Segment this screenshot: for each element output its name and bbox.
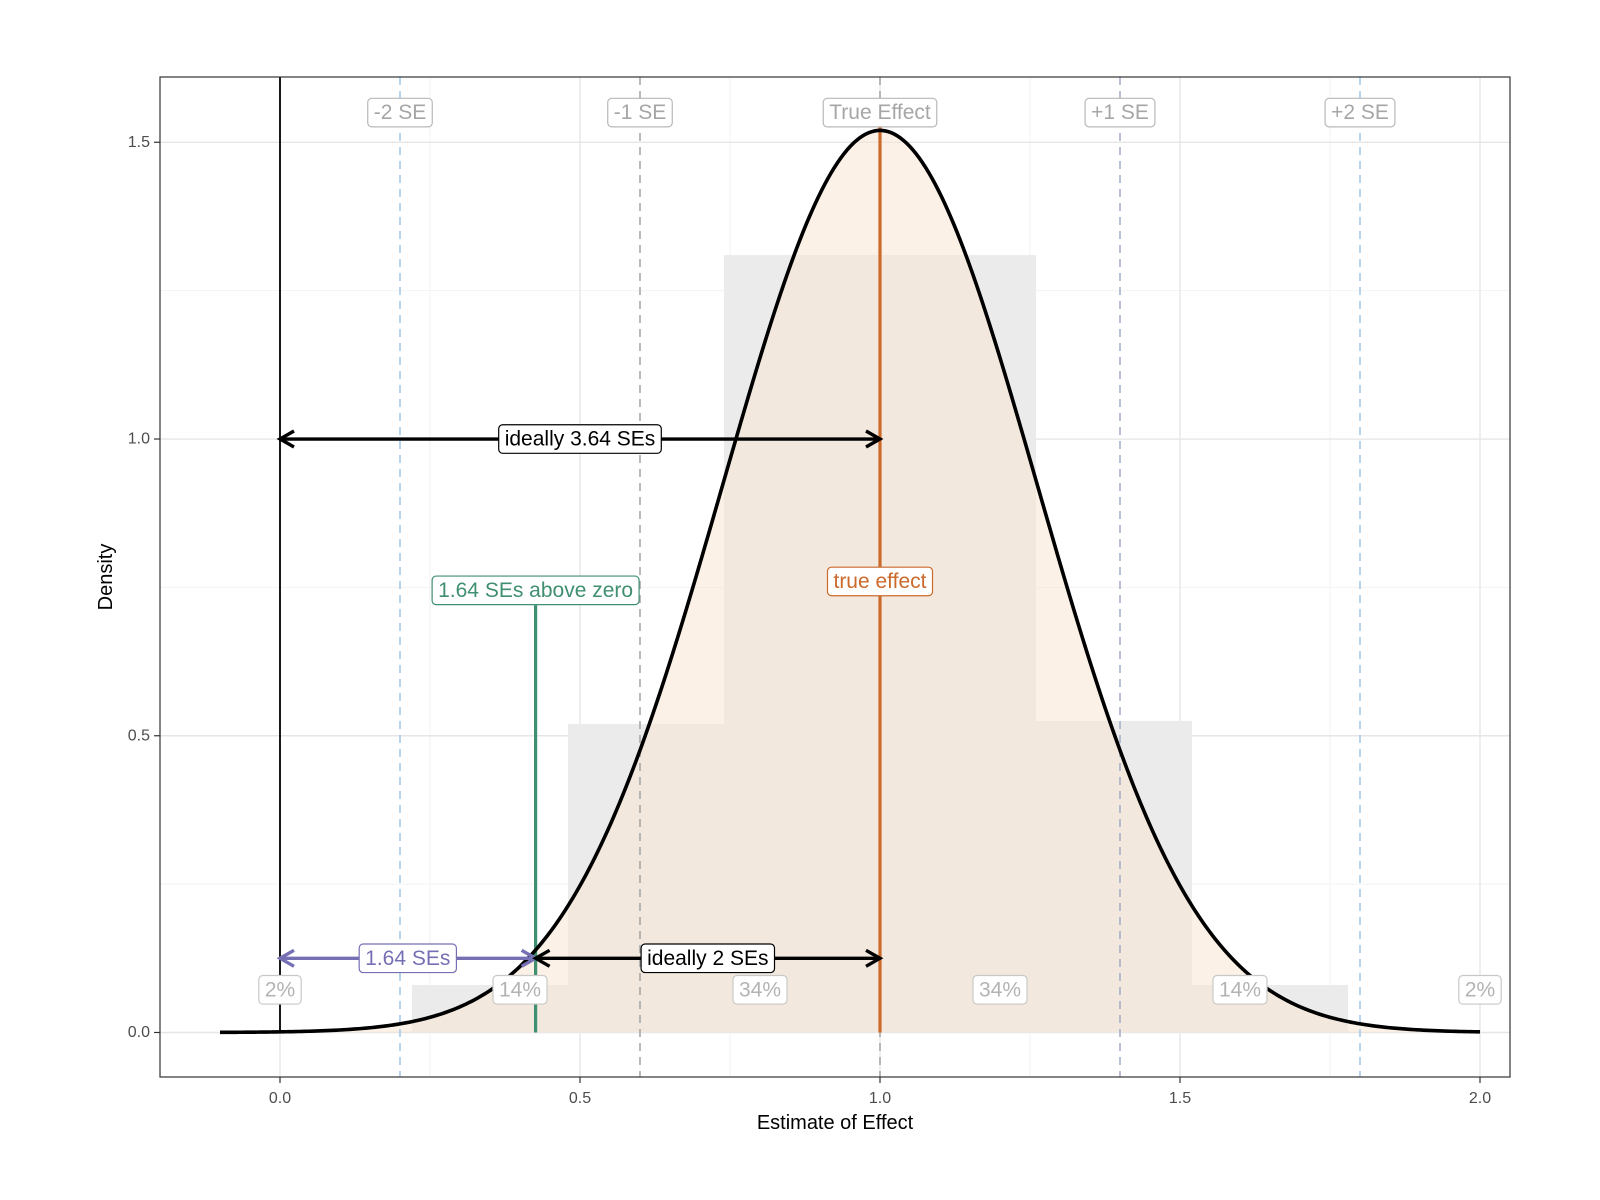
percent-label-box [1212,974,1268,1005]
percent-label-text: 2% [1465,978,1495,1001]
arrow-label-text: ideally 2 SEs [647,947,768,970]
arrow-label: ideally 3.64 SEs [498,424,662,454]
se-label: +1 SE [1084,97,1156,128]
arrow-label: 1.64 SEs [358,943,458,974]
percent-label-box [732,974,788,1005]
arrow-head [276,948,295,968]
se-label-box [607,97,673,128]
arrow-label: ideally 2 SEs [640,943,776,974]
true-effect-label-box [826,566,934,597]
axis-layer: 0.0 0.5 1.0 1.5 2.0 0.0 0.5 1.0 1.5 [128,134,1491,1107]
percent-label-box [972,974,1028,1005]
se-label-box [822,97,938,128]
percent-label-text: 14% [1219,978,1261,1001]
se-label-box [1084,97,1156,128]
x-tick-label: 0.5 [569,1090,591,1107]
arrow-label-box [358,943,458,974]
y-tick-label: 1.0 [128,431,150,448]
arrow-head [865,429,884,449]
se-label: -1 SE [607,97,673,128]
percent-label-box [1458,974,1502,1005]
arrow-head [276,429,295,449]
se-label-box [1324,97,1396,128]
x-axis-title: Estimate of Effect [757,1112,914,1134]
arrow-head [865,948,884,968]
percent-label-text: 2% [265,978,295,1001]
y-tick-label: 1.5 [128,134,150,151]
x-tick-label: 0.0 [269,1090,291,1107]
percent-label-box [258,974,302,1005]
se-label-text: +1 SE [1091,101,1149,124]
percent-label: 2% [1458,974,1502,1005]
arrow-head [532,948,551,968]
significance-label-box [431,575,640,606]
se-label-text: -1 SE [614,101,667,124]
labels-layer: -2 SE -1 SE True Effect +1 SE +2 SE 2% 14% 34% 3… [258,97,1502,1005]
percent-label-text: 14% [499,978,541,1001]
percent-label-text: 34% [739,978,781,1001]
se-label: True Effect [822,97,938,128]
true-effect-label-text: true effect [833,570,926,593]
percent-label: 34% [732,974,788,1005]
percent-label: 14% [1212,974,1268,1005]
se-label-text: +2 SE [1331,101,1389,124]
panel-border [159,76,1511,1078]
percent-label-box [492,974,548,1005]
y-tick-label: 0.5 [128,727,150,744]
arrow-label-text: ideally 3.64 SEs [505,428,656,451]
x-tick-label: 1.5 [1169,1090,1191,1107]
y-axis-title: Density [95,544,117,611]
y-tick-label: 0.0 [128,1024,150,1041]
se-label: -2 SE [367,97,433,128]
percent-label-text: 34% [979,978,1021,1001]
density-curve-layer [219,128,1481,1035]
arrow-label-box [640,943,776,974]
se-label-text: True Effect [829,101,931,124]
significance-label-text: 1.64 SEs above zero [438,579,633,602]
percent-label: 14% [492,974,548,1005]
x-tick-label: 2.0 [1469,1090,1491,1107]
arrow-label-box [498,424,662,454]
true-effect-label: true effect [826,566,934,597]
x-tick-label: 1.0 [869,1090,891,1107]
percent-label: 34% [972,974,1028,1005]
se-label-text: -2 SE [374,101,427,124]
se-label: +2 SE [1324,97,1396,128]
percent-label: 2% [258,974,302,1005]
density-curve [219,128,1481,1035]
arrow-label-text: 1.64 SEs [365,947,450,970]
se-label-box [367,97,433,128]
significance-label: 1.64 SEs above zero [431,575,640,606]
